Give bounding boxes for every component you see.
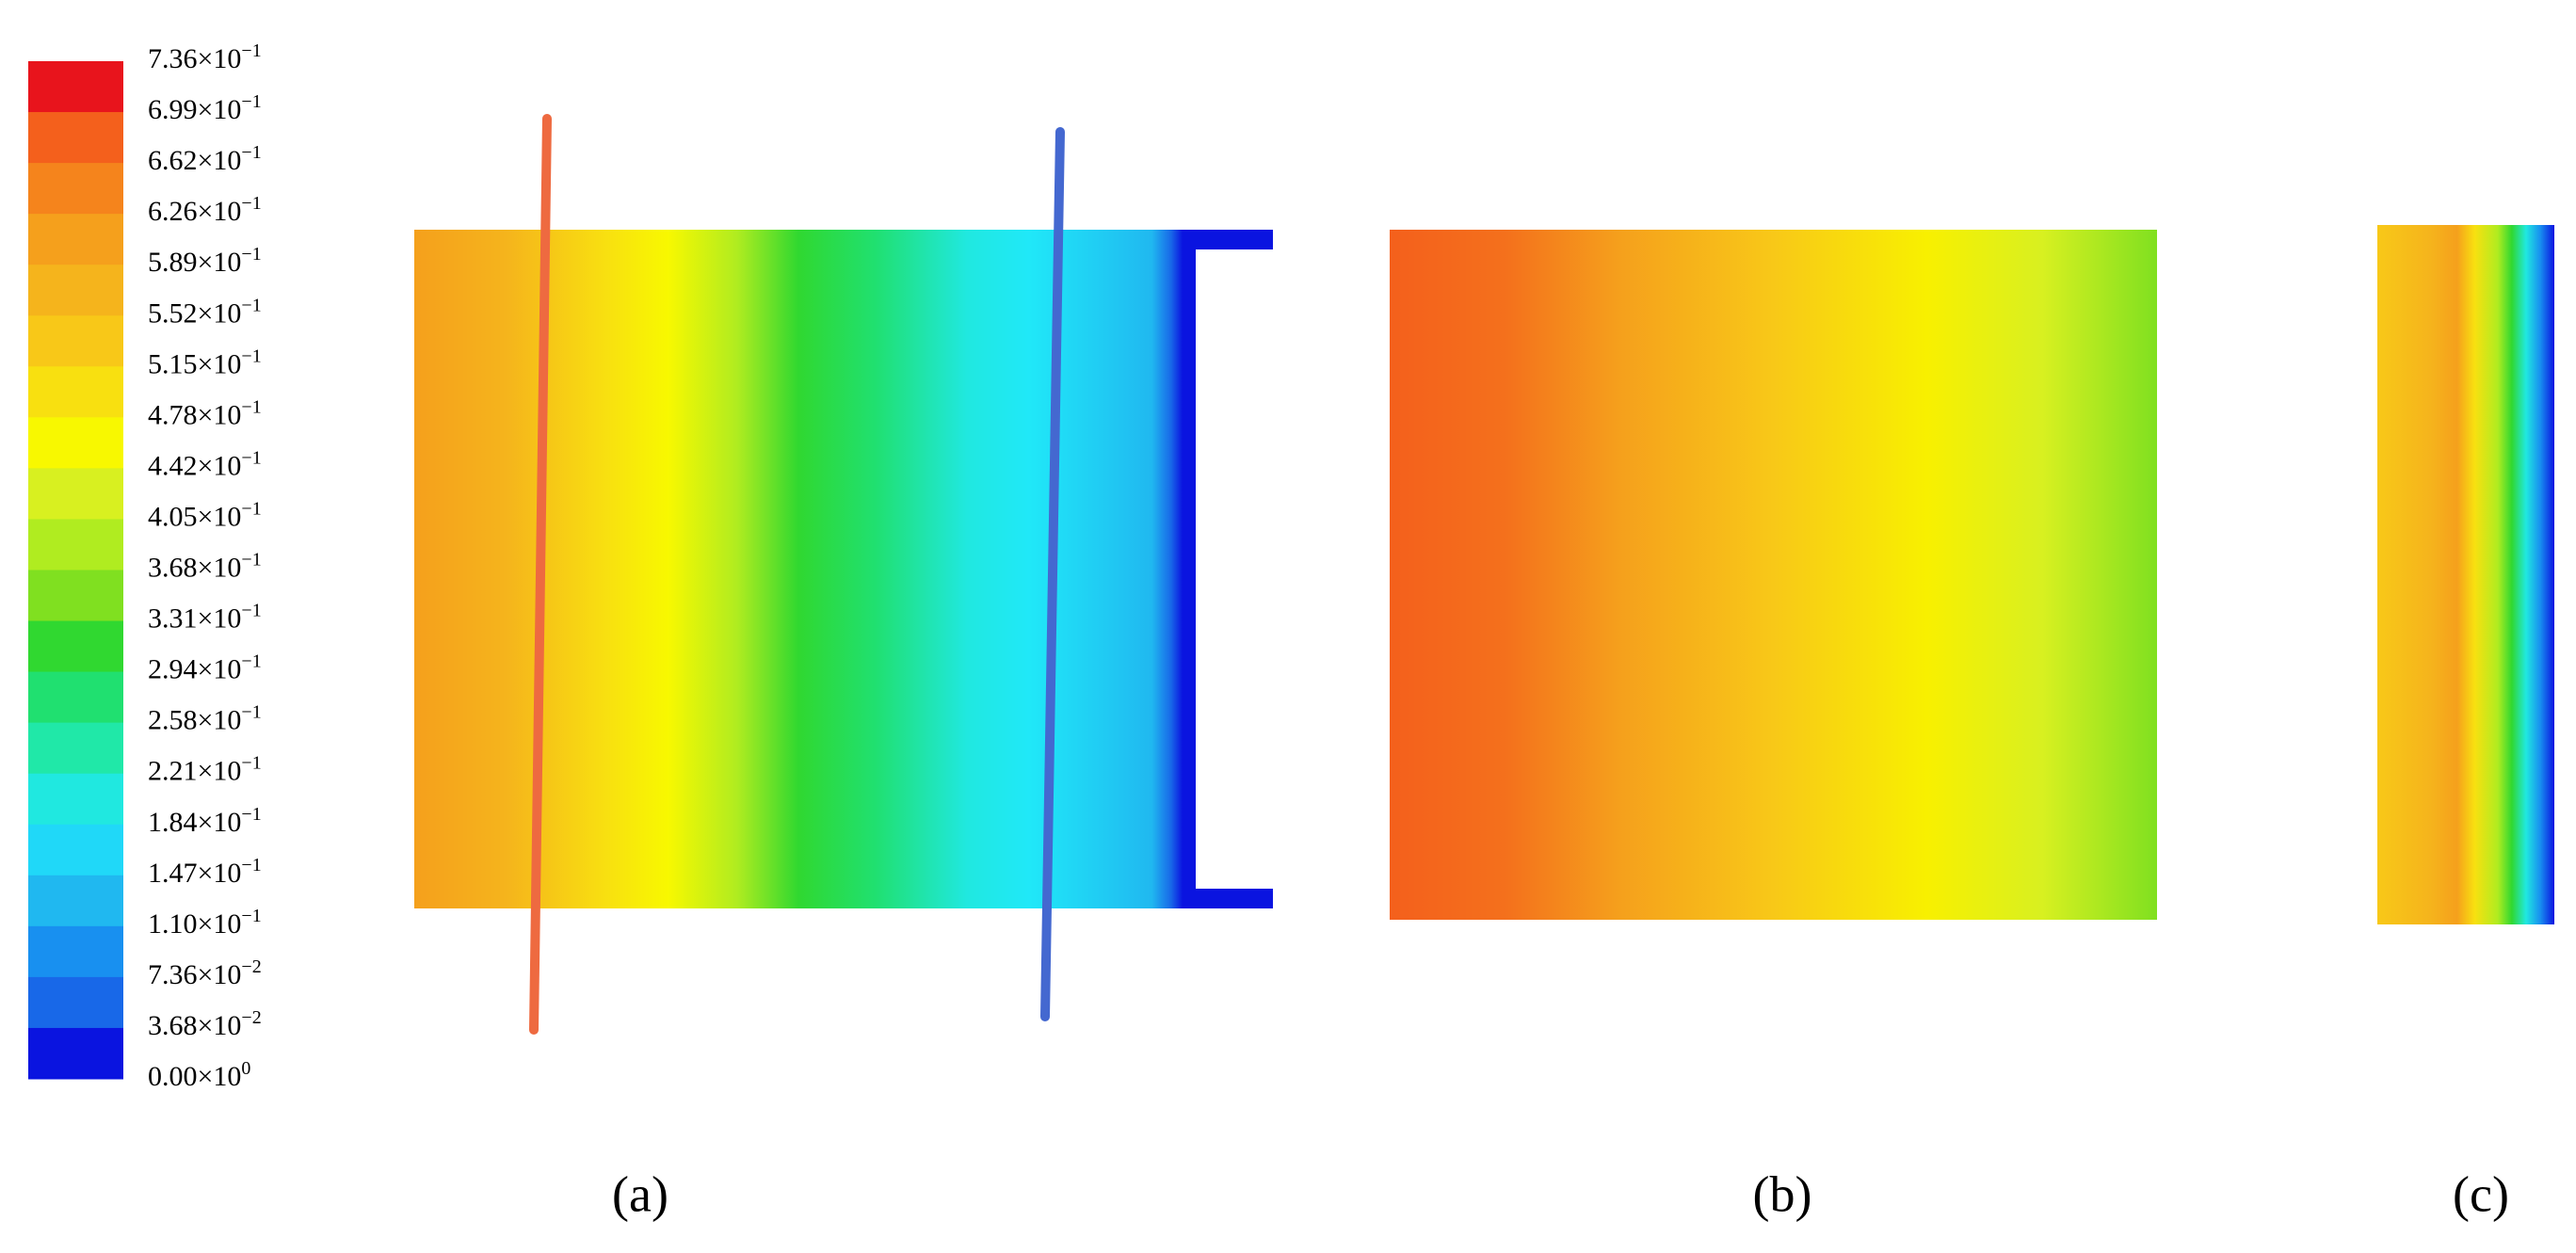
label-base: 1.47×10 (148, 858, 241, 889)
panel-label: (c) (2453, 1165, 2509, 1222)
colorbar-band (28, 722, 123, 775)
colorbar-label: 4.78×10−1 (148, 396, 262, 430)
colorbar-label: 5.89×10−1 (148, 244, 262, 278)
label-base: 7.36×10 (148, 959, 241, 990)
colorbar-band (28, 773, 123, 826)
label-base: 4.78×10 (148, 399, 241, 430)
label-exponent: −1 (241, 651, 261, 671)
label-base: 6.26×10 (148, 196, 241, 227)
label-exponent: −1 (241, 142, 261, 163)
label-exponent: −1 (241, 549, 261, 570)
label-exponent: −2 (241, 956, 261, 976)
colorbar-label: 0.00×100 (148, 1058, 250, 1092)
colorbar-band (28, 824, 123, 876)
colorbar-label: 5.52×10−1 (148, 295, 262, 329)
colorbar-labels: 7.36×10−16.99×10−16.62×10−16.26×10−15.89… (148, 40, 262, 1092)
label-exponent: −1 (241, 752, 261, 773)
colorbar-band (28, 61, 123, 113)
colorbar-label: 6.99×10−1 (148, 91, 262, 125)
label-exponent: −1 (241, 701, 261, 722)
label-base: 2.94×10 (148, 653, 241, 684)
colorbar-band (28, 976, 123, 1029)
label-base: 3.68×10 (148, 1010, 241, 1041)
colorbar-label: 4.05×10−1 (148, 498, 262, 532)
label-exponent: −1 (241, 854, 261, 875)
colorbar-label: 1.47×10−1 (148, 854, 262, 888)
colorbar-band (28, 417, 123, 469)
contour-a (414, 230, 1183, 908)
colorbar-label: 2.94×10−1 (148, 651, 262, 684)
contour-c (2377, 225, 2554, 924)
colorbar (28, 61, 123, 1080)
label-exponent: 0 (241, 1058, 250, 1079)
blue-line (1040, 127, 1065, 1021)
label-exponent: −1 (241, 91, 261, 112)
colorbar-band (28, 671, 123, 724)
colorbar-label: 5.15×10−1 (148, 345, 262, 379)
colorbar-band (28, 163, 123, 215)
label-exponent: −1 (241, 345, 261, 366)
label-base: 2.21×10 (148, 756, 241, 787)
colorbar-label: 3.31×10−1 (148, 600, 262, 634)
colorbar-band (28, 570, 123, 622)
label-exponent: −1 (241, 447, 261, 468)
contour-b (1390, 230, 2157, 920)
colorbar-band (28, 925, 123, 978)
orange-line (529, 114, 552, 1035)
label-base: 7.36×10 (148, 43, 241, 74)
panel-label: (a) (612, 1165, 668, 1222)
bracket (1183, 230, 1273, 908)
colorbar-label: 1.10×10−1 (148, 905, 262, 939)
colorbar-band (28, 468, 123, 520)
colorbar-label: 2.21×10−1 (148, 752, 262, 786)
colorbar-band (28, 366, 123, 418)
label-exponent: −1 (241, 244, 261, 265)
label-exponent: −1 (241, 396, 261, 417)
label-base: 1.84×10 (148, 807, 241, 838)
colorbar-label: 3.68×10−2 (148, 1007, 262, 1041)
label-base: 3.68×10 (148, 552, 241, 583)
colorbar-label: 4.42×10−1 (148, 447, 262, 481)
label-base: 6.99×10 (148, 94, 241, 125)
colorbar-band (28, 875, 123, 927)
label-base: 1.10×10 (148, 908, 241, 940)
label-base: 4.05×10 (148, 501, 241, 532)
label-exponent: −2 (241, 1007, 261, 1028)
colorbar-label: 7.36×10−1 (148, 40, 262, 74)
panel-label: (b) (1753, 1165, 1812, 1222)
label-base: 4.42×10 (148, 450, 241, 481)
colorbar-label: 7.36×10−2 (148, 956, 262, 989)
label-exponent: −1 (241, 803, 261, 824)
label-base: 2.58×10 (148, 705, 241, 736)
label-base: 5.89×10 (148, 247, 241, 278)
colorbar-label: 2.58×10−1 (148, 701, 262, 735)
label-exponent: −1 (241, 295, 261, 315)
colorbar-band (28, 620, 123, 673)
colorbar-label: 1.84×10−1 (148, 803, 262, 837)
label-base: 3.31×10 (148, 602, 241, 634)
colorbar-band (28, 315, 123, 367)
label-base: 0.00×10 (148, 1061, 241, 1092)
label-exponent: −1 (241, 193, 261, 214)
label-exponent: −1 (241, 600, 261, 620)
colorbar-label: 6.26×10−1 (148, 193, 262, 227)
colorbar-band (28, 265, 123, 316)
label-exponent: −1 (241, 498, 261, 519)
colorbar-band (28, 112, 123, 164)
label-exponent: −1 (241, 40, 261, 61)
label-base: 6.62×10 (148, 145, 241, 176)
colorbar-band (28, 519, 123, 570)
colorbar-band (28, 214, 123, 265)
colorbar-label: 6.62×10−1 (148, 142, 262, 176)
colorbar-label: 3.68×10−1 (148, 549, 262, 583)
label-base: 5.52×10 (148, 297, 241, 329)
label-exponent: −1 (241, 905, 261, 925)
label-base: 5.15×10 (148, 348, 241, 379)
colorbar-band (28, 1027, 123, 1080)
